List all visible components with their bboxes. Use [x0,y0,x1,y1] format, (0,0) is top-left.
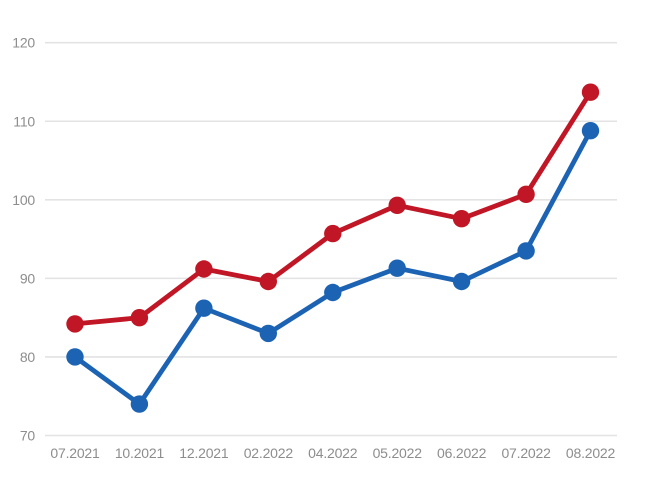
data-point-blue-02.2022 [259,324,277,343]
data-point-blue-08.2022 [581,122,600,140]
data-point-blue-05.2022 [388,259,406,277]
data-point-red-07.2022 [517,185,535,203]
x-axis-tick-label: 07.2022 [501,445,551,461]
data-point-red-05.2022 [388,196,406,214]
data-point-red-12.2021 [195,260,213,278]
y-axis-tick-label: 120 [12,35,35,51]
x-axis-tick-label: 05.2022 [373,445,423,461]
data-point-blue-07.2021 [66,348,84,366]
x-axis-tick-label: 07.2021 [50,445,100,461]
x-axis-tick-label: 06.2022 [437,445,487,461]
x-axis-tick-label: 10.2021 [115,445,165,461]
x-axis-tick-label: 12.2021 [179,445,229,461]
data-point-red-04.2022 [324,224,342,243]
y-axis-tick-label: 90 [20,270,36,286]
x-axis-tick-label: 08.2022 [566,445,616,461]
data-point-red-10.2021 [130,309,149,327]
y-axis-tick-label: 100 [12,192,35,208]
data-point-red-07.2021 [66,315,84,333]
data-point-red-08.2022 [581,83,600,101]
data-point-blue-10.2021 [130,395,149,413]
data-point-blue-07.2022 [517,242,535,260]
data-point-blue-04.2022 [324,283,342,302]
data-point-red-06.2022 [452,210,471,228]
data-point-blue-06.2022 [452,272,471,291]
series-line-blue [72,128,593,407]
y-axis-tick-label: 110 [13,113,35,129]
x-axis-tick-label: 04.2022 [308,445,358,461]
x-axis-tick-label: 02.2022 [244,445,294,461]
data-point-blue-12.2021 [195,299,213,317]
y-axis-tick-label: 70 [20,428,36,444]
y-axis-tick-label: 80 [20,349,36,365]
data-point-red-02.2022 [259,272,277,291]
